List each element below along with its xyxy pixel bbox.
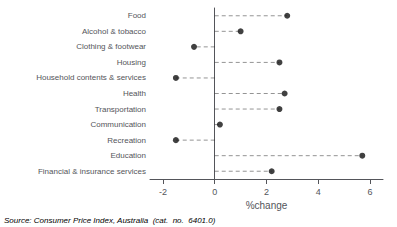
svg-text:4: 4 (316, 187, 321, 197)
svg-text:%change: %change (246, 200, 288, 211)
svg-text:Housing: Housing (117, 58, 146, 67)
svg-text:Clothing & footwear: Clothing & footwear (76, 42, 146, 51)
svg-text:Financial & insurance services: Financial & insurance services (38, 167, 146, 176)
svg-text:0: 0 (212, 187, 217, 197)
svg-text:Health: Health (123, 89, 146, 98)
svg-text:Transportation: Transportation (95, 105, 146, 114)
svg-text:-2: -2 (159, 187, 167, 197)
svg-text:Education: Education (110, 151, 146, 160)
svg-text:2: 2 (264, 187, 269, 197)
svg-text:Food: Food (128, 11, 146, 20)
svg-text:Recreation: Recreation (107, 136, 146, 145)
svg-text:6: 6 (368, 187, 373, 197)
svg-text:Communication: Communication (90, 120, 146, 129)
svg-text:Alcohol & tobacco: Alcohol & tobacco (82, 27, 147, 36)
svg-text:Source: Consumer Price Index,: Source: Consumer Price Index, Australia … (4, 216, 216, 225)
svg-text:Household contents & services: Household contents & services (36, 73, 146, 82)
